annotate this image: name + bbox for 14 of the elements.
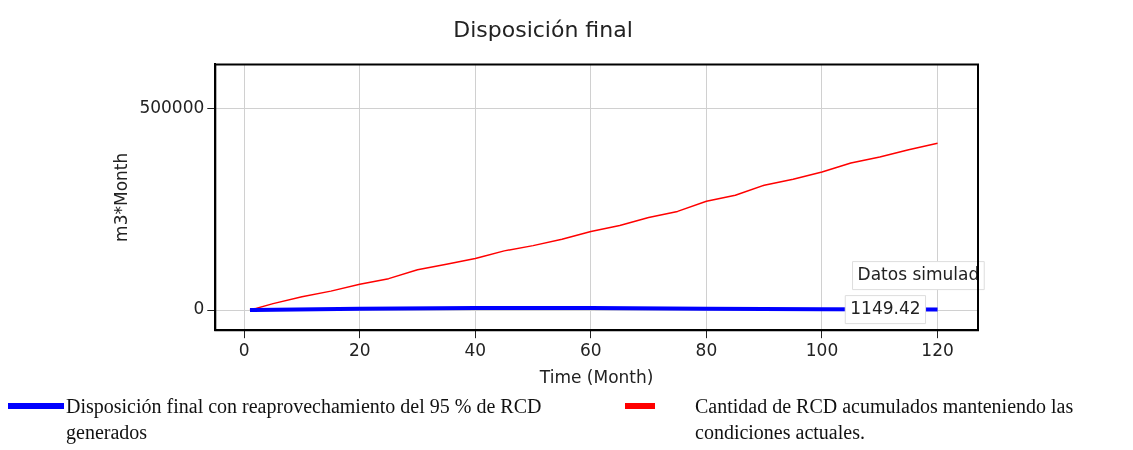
legend-label: Disposición final con reaprovechamiento del 95 % de RCD generados — [66, 394, 543, 445]
y-tick-label: 500000 — [139, 97, 205, 118]
chart-title: Disposición final — [453, 16, 633, 42]
x-tick-label: 120 — [921, 339, 954, 360]
x-axis-title: Time (Month) — [538, 367, 654, 388]
x-tick-label: 60 — [580, 339, 602, 360]
x-tick-label: 80 — [695, 339, 718, 360]
x-tick-label: 40 — [464, 339, 487, 360]
x-tick-label: 100 — [805, 339, 839, 360]
legend-label: Cantidad de RCD acumulados manteniendo las condiciones actuales. — [695, 394, 1075, 445]
y-axis-title: m3*Month — [110, 152, 131, 242]
x-tick-label: 0 — [238, 339, 250, 360]
annotation: 1149.42 — [850, 298, 921, 319]
x-tick-label: 20 — [348, 339, 371, 360]
